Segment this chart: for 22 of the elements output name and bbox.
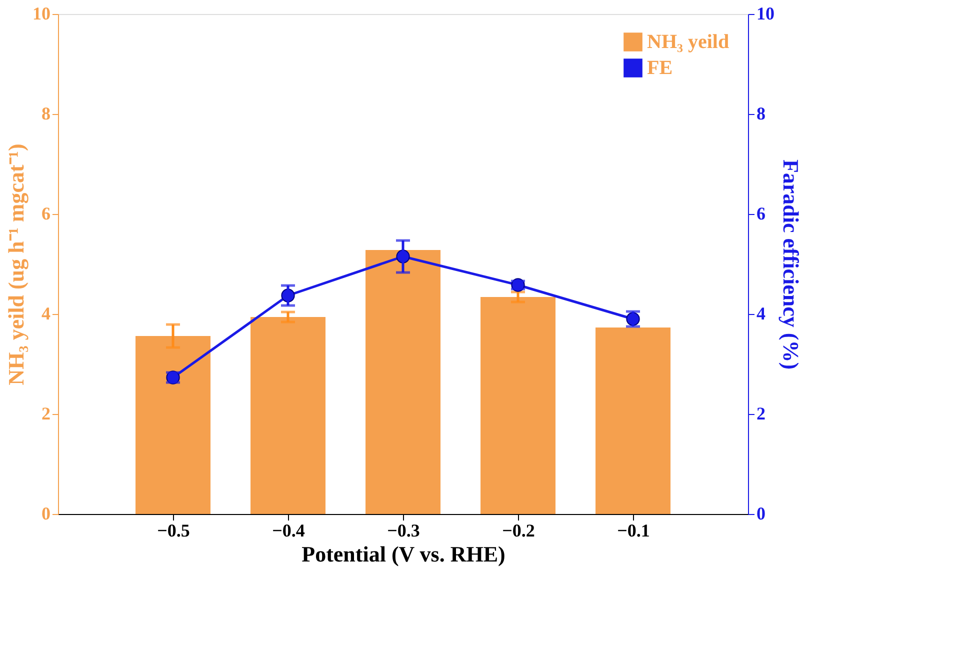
y-tick-label: 2 <box>42 404 50 424</box>
legend-label: NH₃ yeild <box>647 31 730 53</box>
y-tick-label: 6 <box>42 204 50 224</box>
x-axis-title: Potential (V vs. RHE) <box>302 542 506 566</box>
x-tick-label: −0.4 <box>272 520 305 540</box>
y2-tick-label: 2 <box>756 404 766 424</box>
y2-tick-label: 10 <box>756 4 774 24</box>
y-tick-label: 8 <box>42 104 50 124</box>
y-axis-title: NH₃ yeild (ug h⁻¹ mgcat⁻¹) <box>4 144 28 386</box>
y2-axis-title: Faradic efficiency (%) <box>778 159 804 370</box>
y2-tick-label: 0 <box>756 504 766 524</box>
x-tick-label: −0.1 <box>617 520 650 540</box>
y-tick-label: 4 <box>42 304 50 324</box>
y-tick-label: 0 <box>42 504 50 524</box>
x-tick-label: −0.5 <box>157 520 190 540</box>
x-tick-label: −0.2 <box>502 520 535 540</box>
legend-label: FE <box>647 57 673 79</box>
y2-tick-label: 4 <box>756 304 766 324</box>
y-tick-label: 10 <box>32 4 50 24</box>
y2-tick-label: 6 <box>756 204 766 224</box>
y2-tick-label: 8 <box>756 104 766 124</box>
x-tick-label: −0.3 <box>387 520 420 540</box>
